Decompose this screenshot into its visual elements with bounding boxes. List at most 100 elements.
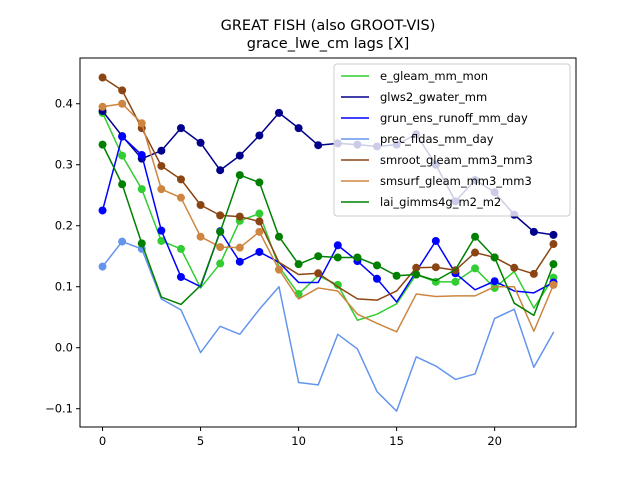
data-point-e_gleam_mm_mon-8 (255, 209, 264, 218)
data-point-grun_ens_runoff_mm_day-3 (157, 226, 166, 235)
data-point-e_gleam_mm_mon-3 (157, 236, 166, 245)
data-point-smroot_gleam_mm3_mm3-11 (314, 269, 323, 278)
data-point-grun_ens_runoff_mm_day-12 (333, 241, 342, 250)
legend-item-e_gleam_mm_mon: e_gleam_mm_mon (341, 69, 488, 83)
data-point-glws2_gwater_mm-23 (549, 230, 558, 239)
x-tick-label: 10 (291, 434, 306, 448)
chart-subtitle: grace_lwe_cm lags [X] (247, 36, 410, 52)
data-point-glws2_gwater_mm-8 (255, 131, 264, 140)
legend-item-glws2_gwater_mm: glws2_gwater_mm (341, 90, 487, 104)
data-point-glws2_gwater_mm-5 (196, 138, 205, 147)
y-tick-label: 0.1 (55, 280, 73, 294)
legend: e_gleam_mm_mon glws2_gwater_mm grun_ens_ru… (333, 63, 571, 217)
data-point-e_gleam_mm_mon-12 (333, 280, 342, 289)
data-point-smsurf_gleam_mm3_mm3-8 (255, 227, 264, 236)
x-tick-label: 0 (99, 434, 106, 448)
x-tick-label: 15 (389, 434, 404, 448)
data-point-smsurf_gleam_mm3_mm3-6 (216, 243, 225, 252)
chart-title: GREAT FISH (also GROOT-VIS) (221, 18, 436, 34)
data-point-lai_gimms4g_m2_m2-12 (333, 253, 342, 262)
data-point-smsurf_gleam_mm3_mm3-3 (157, 185, 166, 194)
data-point-smsurf_gleam_mm3_mm3-7 (235, 243, 244, 252)
data-point-e_gleam_mm_mon-2 (137, 185, 146, 194)
data-point-smroot_gleam_mm3_mm3-19 (471, 248, 480, 257)
legend-item-smsurf_gleam_mm3_mm3: smsurf_gleam_mm3_mm3 (341, 174, 532, 188)
legend-label: e_gleam_mm_mon (380, 69, 488, 83)
data-point-lai_gimms4g_m2_m2-7 (235, 171, 244, 180)
data-point-e_gleam_mm_mon-20 (490, 283, 499, 292)
data-point-lai_gimms4g_m2_m2-1 (118, 180, 127, 189)
data-point-glws2_gwater_mm-9 (274, 108, 283, 117)
data-point-smroot_gleam_mm3_mm3-7 (235, 212, 244, 221)
data-point-glws2_gwater_mm-7 (235, 151, 244, 160)
series-lai_gimms4g_m2_m2 (98, 140, 558, 317)
data-point-smroot_gleam_mm3_mm3-22 (529, 269, 538, 278)
data-point-lai_gimms4g_m2_m2-23 (549, 260, 558, 269)
data-point-grun_ens_runoff_mm_day-14 (373, 274, 382, 283)
series-line-lai_gimms4g_m2_m2 (101, 143, 555, 317)
data-point-lai_gimms4g_m2_m2-19 (471, 232, 480, 241)
data-point-grun_ens_runoff_mm_day-8 (255, 247, 264, 256)
data-point-lai_gimms4g_m2_m2-11 (314, 252, 323, 261)
data-point-smsurf_gleam_mm3_mm3-23 (549, 280, 558, 289)
data-point-e_gleam_mm_mon-4 (176, 244, 185, 253)
data-point-smsurf_gleam_mm3_mm3-4 (176, 193, 185, 202)
data-point-lai_gimms4g_m2_m2-20 (490, 253, 499, 262)
data-point-smroot_gleam_mm3_mm3-23 (549, 240, 558, 249)
legend-item-prec_fldas_mm_day: prec_fldas_mm_day (341, 132, 494, 146)
data-point-lai_gimms4g_m2_m2-0 (98, 140, 107, 149)
data-point-lai_gimms4g_m2_m2-16 (412, 270, 421, 279)
plot-area (98, 73, 558, 412)
data-point-grun_ens_runoff_mm_day-1 (118, 132, 127, 141)
data-point-grun_ens_runoff_mm_day-2 (137, 150, 146, 159)
data-point-smroot_gleam_mm3_mm3-6 (216, 211, 225, 220)
data-point-smroot_gleam_mm3_mm3-8 (255, 217, 264, 226)
data-point-smroot_gleam_mm3_mm3-4 (176, 175, 185, 184)
data-point-smsurf_gleam_mm3_mm3-9 (274, 265, 283, 274)
series-smroot_gleam_mm3_mm3 (98, 73, 558, 301)
data-point-smsurf_gleam_mm3_mm3-2 (137, 119, 146, 128)
y-tick-label: 0.2 (55, 219, 73, 233)
legend-label: smroot_gleam_mm3_mm3 (380, 153, 533, 167)
y-tick-label: 0.4 (55, 97, 73, 111)
data-point-e_gleam_mm_mon-6 (216, 259, 225, 268)
data-point-lai_gimms4g_m2_m2-2 (137, 239, 146, 248)
data-point-smroot_gleam_mm3_mm3-21 (510, 263, 519, 272)
data-point-grun_ens_runoff_mm_day-4 (176, 272, 185, 281)
y-tick-label: −0.1 (45, 402, 73, 416)
legend-box (333, 63, 571, 217)
data-point-smroot_gleam_mm3_mm3-0 (98, 73, 107, 82)
series-line-grun_ens_runoff_mm_day (101, 135, 555, 303)
series-line-prec_fldas_mm_day (101, 240, 555, 412)
legend-item-grun_ens_runoff_mm_day: grun_ens_runoff_mm_day (341, 111, 528, 125)
legend-label: glws2_gwater_mm (380, 90, 487, 104)
data-point-smsurf_gleam_mm3_mm3-0 (98, 102, 107, 111)
data-point-lai_gimms4g_m2_m2-9 (274, 232, 283, 241)
data-point-glws2_gwater_mm-4 (176, 124, 185, 133)
data-point-lai_gimms4g_m2_m2-6 (216, 227, 225, 236)
data-point-lai_gimms4g_m2_m2-13 (353, 253, 362, 262)
data-point-lai_gimms4g_m2_m2-15 (392, 271, 401, 280)
series-smsurf_gleam_mm3_mm3 (98, 99, 558, 333)
data-point-smroot_gleam_mm3_mm3-5 (196, 200, 205, 209)
data-point-smroot_gleam_mm3_mm3-1 (118, 86, 127, 95)
data-point-glws2_gwater_mm-22 (529, 227, 538, 236)
data-point-grun_ens_runoff_mm_day-17 (431, 236, 440, 245)
y-tick-label: 0.0 (55, 341, 73, 355)
data-point-e_gleam_mm_mon-19 (471, 264, 480, 273)
axes-frame (79, 57, 577, 428)
data-point-grun_ens_runoff_mm_day-7 (235, 257, 244, 266)
legend-label: lai_gimms4g_m2_m2 (380, 195, 501, 209)
data-point-e_gleam_mm_mon-18 (451, 277, 460, 286)
data-point-smsurf_gleam_mm3_mm3-5 (196, 232, 205, 241)
data-point-smroot_gleam_mm3_mm3-3 (157, 161, 166, 170)
legend-label: prec_fldas_mm_day (380, 132, 494, 146)
data-point-lai_gimms4g_m2_m2-14 (373, 261, 382, 270)
x-tick-label: 20 (487, 434, 502, 448)
series-grun_ens_runoff_mm_day (98, 132, 558, 303)
data-point-prec_fldas_mm_day-0 (98, 262, 107, 271)
legend-item-lai_gimms4g_m2_m2: lai_gimms4g_m2_m2 (341, 195, 501, 209)
data-point-smsurf_gleam_mm3_mm3-1 (118, 99, 127, 108)
